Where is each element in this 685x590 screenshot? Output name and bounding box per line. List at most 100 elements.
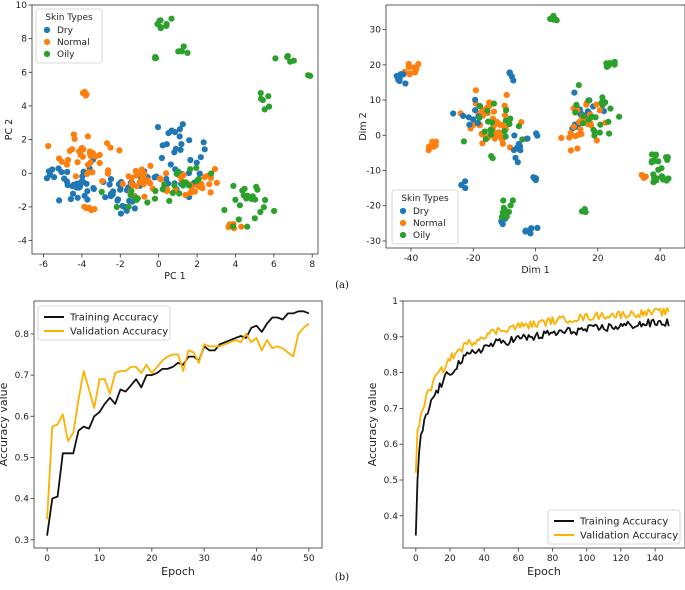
legend-marker-dry [43,26,51,34]
point-normal [567,147,575,154]
y-tick-label: 0.4 [384,512,399,522]
point-oily [664,156,671,163]
legend-box [35,8,103,64]
x-tick-label: 40 [478,554,490,564]
point-oily [498,213,505,221]
point-normal [213,179,220,186]
point-dry [462,178,469,185]
legend-label-normal: Normal [413,219,446,229]
point-oily [307,72,314,79]
point-oily [156,17,163,24]
point-oily [236,202,243,209]
x-tick-label: 40 [654,254,666,264]
point-oily [488,131,495,138]
legend-marker-dry [399,207,407,215]
point-dry [527,225,535,232]
point-dry [187,156,194,164]
point-oily [168,15,175,22]
point-oily [553,17,560,24]
point-normal [405,60,412,68]
point-dry [158,154,165,162]
point-normal [116,147,123,154]
point-normal [570,123,577,130]
legend-title: Skin Types [45,13,93,23]
point-dry [176,133,183,140]
point-dry [458,181,465,189]
point-normal [413,65,420,72]
point-oily [177,48,185,55]
point-normal [99,178,106,185]
point-oily [489,155,496,162]
point-dry [533,130,540,137]
point-dry [163,175,170,182]
point-oily [152,187,159,195]
point-normal [558,134,565,141]
y-axis-label: Accuracy value [366,382,379,466]
x-tick-label: 10 [94,554,106,564]
point-oily [208,170,215,177]
point-dry [534,224,541,231]
point-dry [79,173,86,180]
point-dry [177,146,184,153]
point-dry [532,175,540,182]
point-oily [663,177,670,184]
point-normal [640,174,648,181]
point-oily [476,114,483,121]
point-oily [261,106,268,113]
point-normal [80,146,87,153]
point-oily [605,118,612,125]
y-tick-label: 0.8 [15,330,30,340]
point-oily [503,107,510,114]
plot-frame [31,4,319,255]
point-normal [238,223,245,230]
point-dry [176,126,183,133]
point-normal [72,173,79,180]
point-oily [602,99,609,106]
point-oily [187,166,194,173]
point-oily [257,90,264,97]
point-dry [186,137,193,144]
point-oily [221,206,228,214]
point-dry [474,119,481,127]
point-normal [137,178,144,185]
x-tick-label: 80 [547,554,559,564]
y-tick-label: 6 [21,68,27,78]
point-dry [78,178,85,185]
y-tick-label: 0 [21,169,27,179]
point-oily [98,188,105,195]
y-tick-label: 10 [16,1,28,11]
legend: Skin Types Dry Normal Oily [35,8,103,64]
x-axis-label: Dim 1 [521,265,549,276]
caption-a: (a) [335,280,349,291]
point-dry [511,132,518,139]
point-oily [505,208,512,216]
y-tick-label: 4 [21,102,27,112]
point-oily [152,53,159,61]
point-oily [596,129,603,136]
y-tick-label: 0.5 [15,453,29,463]
y-tick-label: 30 [370,26,382,36]
point-oily [193,164,200,171]
legend-label-normal: Normal [57,38,90,48]
point-oily [262,196,269,204]
x-tick-label: 0 [44,554,50,564]
point-oily [151,195,159,202]
point-dry [397,71,404,78]
point-normal [496,129,503,136]
legend-title: Skin Types [401,194,449,204]
point-dry [117,210,124,217]
point-dry [107,190,115,197]
point-oily [585,97,592,104]
y-axis-label: Dim 2 [358,112,369,140]
point-normal [415,60,422,68]
point-oily [284,53,291,61]
point-dry [43,175,51,182]
point-oily [144,199,151,206]
point-dry [168,127,175,134]
y-tick-label: 0.7 [15,371,29,381]
point-normal [486,99,493,106]
y-tick-label: -30 [366,237,381,247]
point-oily [604,63,611,70]
point-oily [655,166,662,173]
